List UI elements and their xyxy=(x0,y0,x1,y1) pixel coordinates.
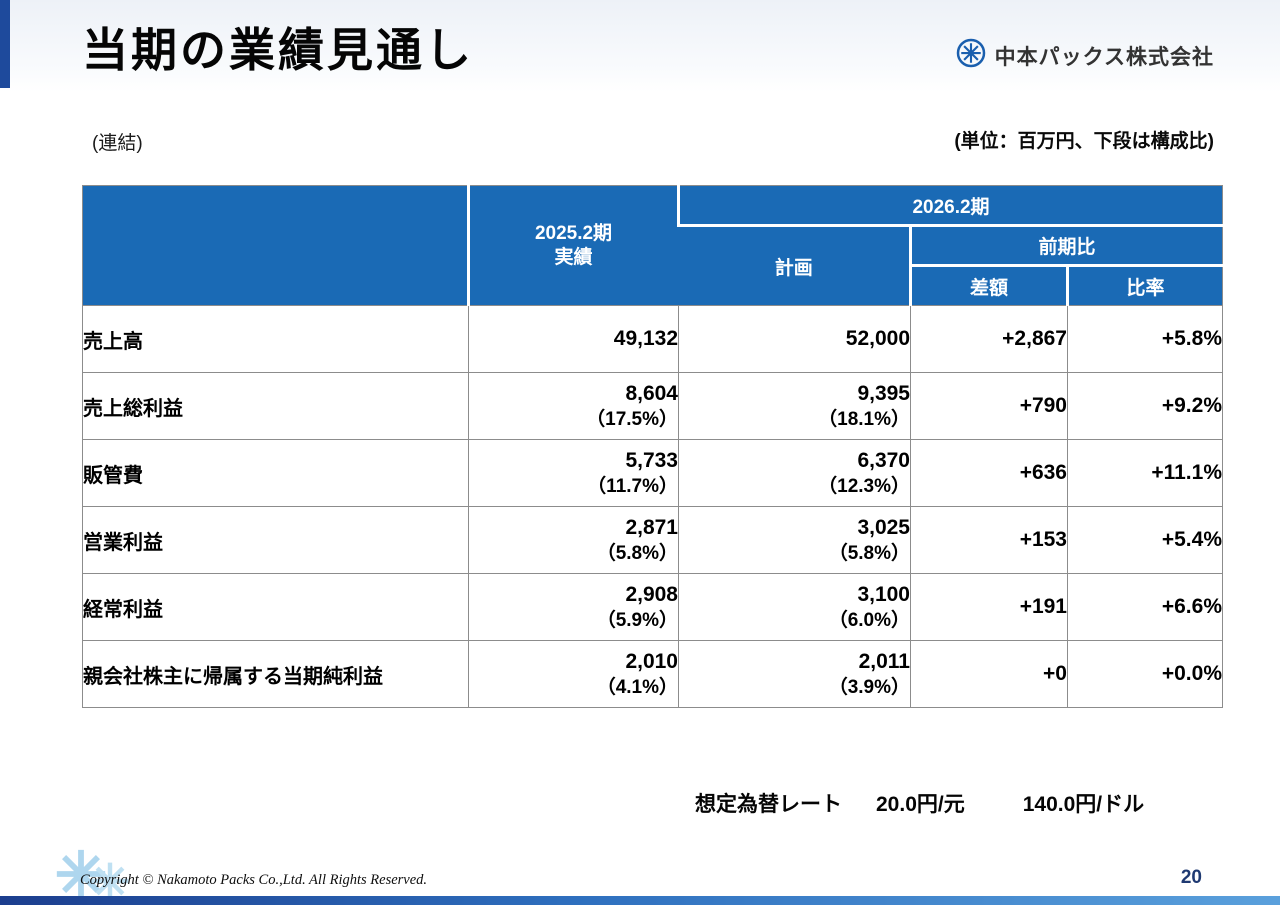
value: 5,733 xyxy=(625,449,678,473)
cell-actual: 49,132 xyxy=(468,305,679,373)
copyright-text: Copyright © Nakamoto Packs Co.,Ltd. All … xyxy=(80,872,428,888)
company-logo: 中本パックス株式会社 xyxy=(956,38,1214,73)
value-pct: （6.0%） xyxy=(828,609,910,631)
header-yoy: 前期比 xyxy=(910,224,1223,266)
header-plan: 計画 xyxy=(678,224,912,306)
value-pct: （4.1%） xyxy=(596,676,678,698)
company-name: 中本パックス株式会社 xyxy=(994,45,1214,69)
cell-ratio: +11.1% xyxy=(1067,439,1223,507)
value: 9,395 xyxy=(857,382,910,406)
exchange-rate-usd: 140.0円/ドル xyxy=(1022,793,1145,816)
header-actual-line2: 実績 xyxy=(554,246,593,268)
results-table: 2025.2期 実績 2026.2期 計画 前期比 差額 比率 売上高 xyxy=(82,185,1223,708)
header-ratio: 比率 xyxy=(1066,264,1223,306)
cell-diff: +636 xyxy=(910,439,1068,507)
cell-ratio: +0.0% xyxy=(1067,640,1223,708)
exchange-rate-label: 想定為替レート xyxy=(695,793,842,816)
cell-plan: 9,395 （18.1%） xyxy=(678,372,911,440)
cell-plan: 52,000 xyxy=(678,305,911,373)
cell-ratio: +9.2% xyxy=(1067,372,1223,440)
header-empty-cell xyxy=(82,185,469,306)
value: 3,025 xyxy=(857,516,910,540)
top-header-band xyxy=(0,0,1280,92)
value: 6,370 xyxy=(857,449,910,473)
value-pct: （12.3%） xyxy=(818,475,910,497)
exchange-rate-cny: 20.0円/元 xyxy=(876,793,965,816)
header-diff: 差額 xyxy=(910,264,1068,306)
page-number: 20 xyxy=(1180,867,1202,888)
table-row-sales: 売上高 49,132 52,000 +2,867 +5.8% xyxy=(82,305,1223,373)
cell-diff: +2,867 xyxy=(910,305,1068,373)
cell-ratio: +6.6% xyxy=(1067,573,1223,641)
value-pct: （11.7%） xyxy=(587,475,678,497)
row-label: 営業利益 xyxy=(82,506,469,574)
cell-actual: 2,010 （4.1%） xyxy=(468,640,679,708)
cell-plan: 3,025 （5.8%） xyxy=(678,506,911,574)
value: 2,908 xyxy=(625,583,678,607)
consolidated-label: (連結) xyxy=(92,133,143,154)
value: 49,132 xyxy=(613,327,678,351)
value-pct: （5.8%） xyxy=(596,542,678,564)
row-label: 売上高 xyxy=(82,305,469,373)
cell-plan: 6,370 （12.3%） xyxy=(678,439,911,507)
table-row-sga: 販管費 5,733 （11.7%） 6,370 （12.3%） +636 +11… xyxy=(82,439,1223,507)
snowflake-icon xyxy=(52,845,110,903)
cell-ratio: +5.8% xyxy=(1067,305,1223,373)
table-row-net-income: 親会社株主に帰属する当期純利益 2,010 （4.1%） 2,011 （3.9%… xyxy=(82,640,1223,708)
table-row-ordinary-profit: 経常利益 2,908 （5.9%） 3,100 （6.0%） +191 +6.6… xyxy=(82,573,1223,641)
cell-plan: 3,100 （6.0%） xyxy=(678,573,911,641)
row-label: 親会社株主に帰属する当期純利益 xyxy=(82,640,469,708)
table-row-operating-profit: 営業利益 2,871 （5.8%） 3,025 （5.8%） +153 +5.4… xyxy=(82,506,1223,574)
header-actual-line1: 2025.2期 xyxy=(534,222,613,244)
snowflake-icon xyxy=(88,859,132,903)
cell-diff: +0 xyxy=(910,640,1068,708)
value: 2,010 xyxy=(625,650,678,674)
row-label: 販管費 xyxy=(82,439,469,507)
value: 8,604 xyxy=(625,382,678,406)
table-row-gross-profit: 売上総利益 8,604 （17.5%） 9,395 （18.1%） +790 +… xyxy=(82,372,1223,440)
exchange-rate-note: 想定為替レート 20.0円/元 140.0円/ドル xyxy=(695,788,1144,818)
value: 2,871 xyxy=(625,516,678,540)
value-pct: （5.8%） xyxy=(828,542,910,564)
cell-diff: +191 xyxy=(910,573,1068,641)
bottom-accent-bar xyxy=(0,896,1280,905)
header-fy2026: 2026.2期 xyxy=(677,185,1223,226)
left-accent-bar xyxy=(0,0,10,88)
value-pct: （17.5%） xyxy=(586,408,678,430)
header-actual: 2025.2期 実績 xyxy=(467,185,679,306)
value: 3,100 xyxy=(857,583,910,607)
row-label: 売上総利益 xyxy=(82,372,469,440)
cell-actual: 2,908 （5.9%） xyxy=(468,573,679,641)
page-title: 当期の業績見通し xyxy=(82,24,474,76)
results-table-wrap: 2025.2期 実績 2026.2期 計画 前期比 差額 比率 売上高 xyxy=(82,185,1223,708)
cell-actual: 8,604 （17.5%） xyxy=(468,372,679,440)
cell-ratio: +5.4% xyxy=(1067,506,1223,574)
value: 52,000 xyxy=(845,327,910,351)
cell-actual: 2,871 （5.8%） xyxy=(468,506,679,574)
row-label: 経常利益 xyxy=(82,573,469,641)
value-pct: （18.1%） xyxy=(818,408,910,430)
company-logo-icon xyxy=(956,38,986,73)
snowflake-watermark xyxy=(52,845,132,903)
cell-actual: 5,733 （11.7%） xyxy=(468,439,679,507)
cell-diff: +153 xyxy=(910,506,1068,574)
value: 2,011 xyxy=(858,650,910,674)
value-pct: （5.9%） xyxy=(596,609,678,631)
unit-note: (単位：百万円、下段は構成比) xyxy=(954,131,1214,152)
cell-plan: 2,011 （3.9%） xyxy=(678,640,911,708)
value-pct: （3.9%） xyxy=(828,676,910,698)
cell-diff: +790 xyxy=(910,372,1068,440)
